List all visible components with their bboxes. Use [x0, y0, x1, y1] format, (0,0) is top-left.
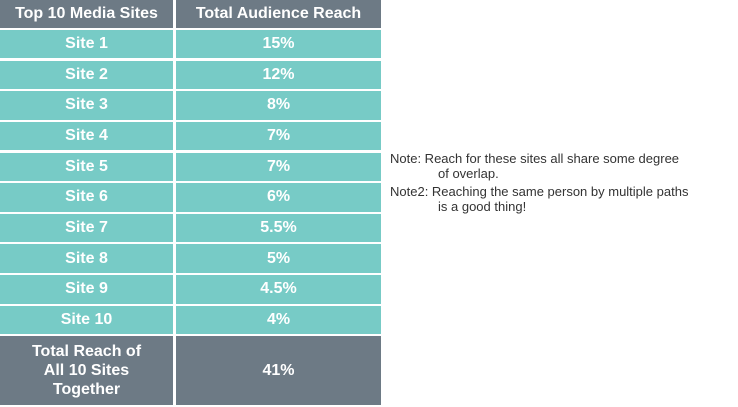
row-reach: 5%	[176, 244, 381, 273]
header-site: Top 10 Media Sites	[0, 0, 173, 28]
row-site: Site 2	[0, 60, 173, 90]
row-site: Site 7	[0, 213, 173, 243]
table-row: Site 7 5.5%	[0, 213, 381, 243]
notes: Note: Reach for these sites all share so…	[390, 151, 735, 217]
total-label: Total Reach of All 10 Sites Together	[0, 336, 173, 406]
table-row: Site 9 4.5%	[0, 275, 381, 304]
table-row: Site 8 5%	[0, 244, 381, 273]
table-row: Site 6 6%	[0, 183, 381, 212]
reach-table: Top 10 Media Sites Total Audience Reach …	[0, 0, 381, 406]
row-site: Site 1	[0, 30, 173, 59]
table-row: Site 4 7%	[0, 121, 381, 151]
total-row: Total Reach of All 10 Sites Together 41%	[0, 336, 381, 406]
row-reach: 4.5%	[176, 275, 381, 304]
table-header: Top 10 Media Sites Total Audience Reach	[0, 0, 381, 28]
note-1-line1: Note: Reach for these sites all share so…	[390, 151, 680, 166]
table-row: Site 5 7%	[0, 152, 381, 181]
row-reach: 5.5%	[176, 213, 381, 243]
row-site: Site 10	[0, 305, 173, 335]
total-label-line2: All 10 Sites	[43, 362, 130, 380]
row-site: Site 4	[0, 121, 173, 151]
total-label-line3: Together	[52, 381, 121, 399]
total-label-line1: Total Reach of	[31, 343, 142, 361]
row-site: Site 9	[0, 275, 173, 304]
row-reach: 15%	[176, 30, 381, 59]
row-site: Site 5	[0, 152, 173, 181]
row-reach: 4%	[176, 305, 381, 335]
table-body: Site 1 15% Site 2 12% Site 3 8% Site 4 7% Site 5…	[0, 30, 381, 335]
row-reach: 6%	[176, 183, 381, 212]
row-reach: 7%	[176, 152, 381, 181]
row-reach: 7%	[176, 121, 381, 151]
note-2: Note2: Reaching the same person by multi…	[390, 184, 735, 214]
table-row: Site 2 12%	[0, 60, 381, 90]
row-site: Site 6	[0, 183, 173, 212]
total-value: 41%	[176, 336, 381, 406]
table-row: Site 10 4%	[0, 305, 381, 335]
row-site: Site 8	[0, 244, 173, 273]
note-1: Note: Reach for these sites all share so…	[390, 151, 735, 181]
note-2-line1: Note2: Reaching the same person by multi…	[390, 184, 689, 199]
note-1-line2: of overlap.	[438, 166, 499, 181]
row-site: Site 3	[0, 91, 173, 120]
row-reach: 8%	[176, 91, 381, 120]
header-reach: Total Audience Reach	[176, 0, 381, 28]
note-2-line2: is a good thing!	[438, 199, 527, 214]
table-row: Site 1 15%	[0, 30, 381, 59]
table-row: Site 3 8%	[0, 91, 381, 120]
row-reach: 12%	[176, 60, 381, 90]
